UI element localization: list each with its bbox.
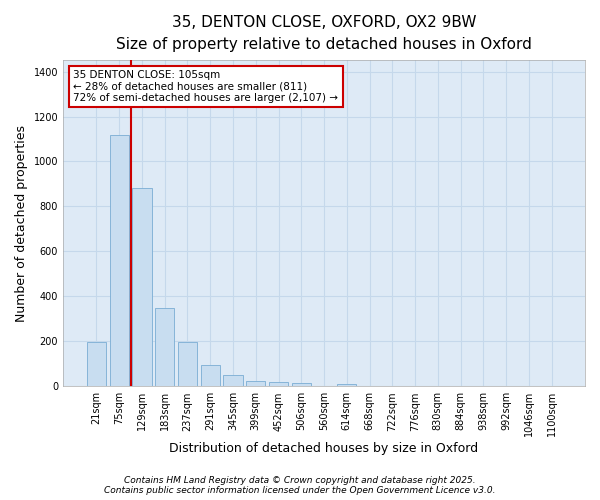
Bar xyxy=(246,382,265,386)
Title: 35, DENTON CLOSE, OXFORD, OX2 9BW
Size of property relative to detached houses i: 35, DENTON CLOSE, OXFORD, OX2 9BW Size o… xyxy=(116,15,532,52)
Bar xyxy=(110,134,129,386)
Bar xyxy=(292,383,311,386)
Bar xyxy=(269,382,288,386)
Bar xyxy=(223,375,242,386)
Y-axis label: Number of detached properties: Number of detached properties xyxy=(15,125,28,322)
X-axis label: Distribution of detached houses by size in Oxford: Distribution of detached houses by size … xyxy=(169,442,479,455)
Text: 35 DENTON CLOSE: 105sqm
← 28% of detached houses are smaller (811)
72% of semi-d: 35 DENTON CLOSE: 105sqm ← 28% of detache… xyxy=(73,70,338,103)
Bar xyxy=(200,365,220,386)
Bar xyxy=(132,188,152,386)
Bar xyxy=(155,308,175,386)
Text: Contains HM Land Registry data © Crown copyright and database right 2025.
Contai: Contains HM Land Registry data © Crown c… xyxy=(104,476,496,495)
Bar xyxy=(337,384,356,386)
Bar xyxy=(87,342,106,386)
Bar xyxy=(178,342,197,386)
